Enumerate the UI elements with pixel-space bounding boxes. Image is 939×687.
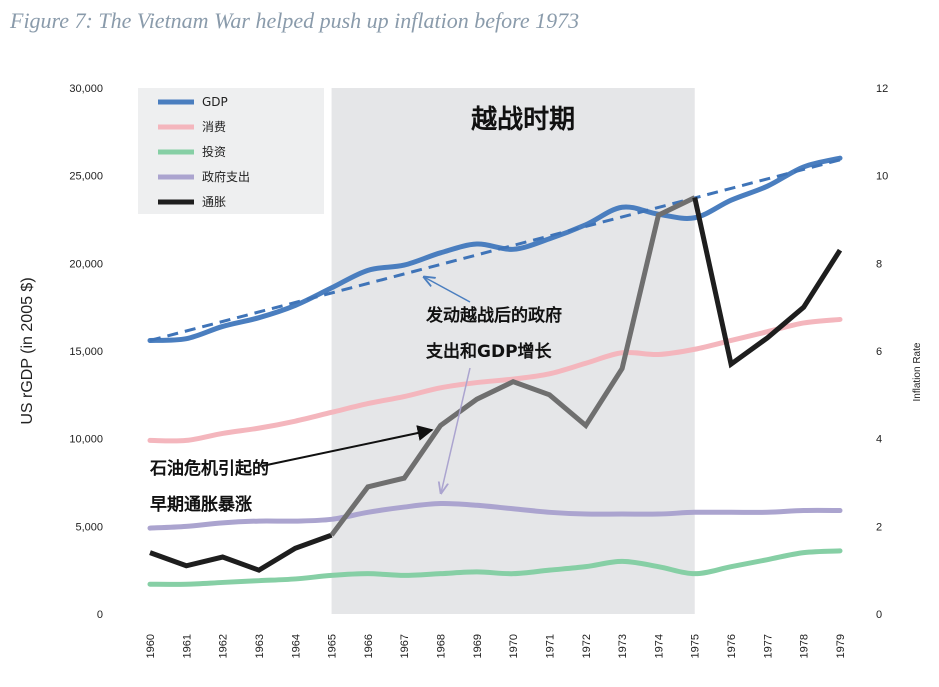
legend-label-1: 消费 (202, 120, 226, 134)
y2-tick-label: 0 (876, 609, 882, 621)
y-axis-label: US rGDP (in 2005 $) (19, 277, 36, 424)
y2-axis-label: Inflation Rate (912, 342, 923, 401)
x-tick-label: 1969 (472, 634, 484, 658)
y-tick-label: 25,000 (69, 171, 103, 183)
y2-tick-label: 4 (876, 434, 882, 446)
x-tick-label: 1979 (835, 634, 847, 658)
annotation-oil-crisis-line1: 石油危机引起的 (149, 458, 269, 479)
y-tick-label: 20,000 (69, 258, 103, 270)
x-tick-label: 1970 (508, 634, 520, 658)
x-tick-label: 1961 (181, 634, 193, 658)
x-tick-label: 1978 (799, 634, 811, 658)
x-tick-label: 1965 (327, 634, 339, 658)
legend-label-2: 投资 (202, 144, 226, 159)
x-tick-label: 1964 (290, 634, 302, 658)
y-tick-label: 5,000 (75, 521, 103, 533)
annotation-arrow-gov (441, 367, 471, 493)
x-tick-label: 1967 (399, 634, 411, 658)
inflation-line-war (329, 195, 696, 537)
x-tick-label: 1968 (436, 634, 448, 658)
x-tick-label: 1962 (218, 634, 230, 658)
annotation-gov-spending-line1: 发动越战后的政府 (425, 305, 562, 326)
y-tick-label: 30,000 (69, 83, 103, 95)
series-line-2 (147, 548, 843, 587)
annotation-arrow-inflation (261, 425, 434, 467)
y2-tick-label: 2 (876, 521, 882, 533)
x-tick-label: 1960 (145, 634, 157, 658)
y-tick-label: 0 (97, 609, 103, 621)
gdp-trendline (149, 158, 841, 342)
x-tick-label: 1971 (544, 634, 556, 658)
y-tick-label: 10,000 (69, 434, 103, 446)
x-tick-label: 1974 (653, 634, 665, 658)
figure-title: Figure 7: The Vietnam War helped push up… (10, 8, 580, 33)
x-tick-label: 1976 (726, 634, 738, 658)
annotation-oil-crisis-line2: 早期通胀暴涨 (150, 495, 252, 515)
series-line-3 (147, 500, 843, 531)
x-tick-label: 1977 (762, 634, 774, 658)
inflation-line-pre-war (149, 532, 333, 573)
y-tick-label: 15,000 (69, 346, 103, 358)
x-tick-label: 1966 (363, 634, 375, 658)
legend-label-4: 通胀 (202, 195, 226, 209)
y2-tick-label: 12 (876, 83, 888, 95)
legend-label-3: 政府支出 (202, 169, 250, 184)
x-tick-label: 1963 (254, 634, 266, 658)
y2-tick-label: 6 (876, 346, 882, 358)
x-tick-label: 1972 (581, 634, 593, 658)
x-tick-label: 1975 (690, 634, 702, 658)
annotation-gov-spending-line2: 支出和GDP增长 (426, 341, 553, 362)
annotation-arrow-gdp (424, 277, 471, 303)
legend-label-0: GDP (202, 95, 228, 109)
x-tick-label: 1973 (617, 634, 629, 658)
inflation-line-post-war (692, 197, 843, 369)
series-line-0 (147, 155, 843, 343)
war-period-label: 越战时期 (471, 105, 575, 135)
y2-tick-label: 8 (876, 258, 882, 270)
y2-tick-label: 10 (876, 171, 888, 183)
